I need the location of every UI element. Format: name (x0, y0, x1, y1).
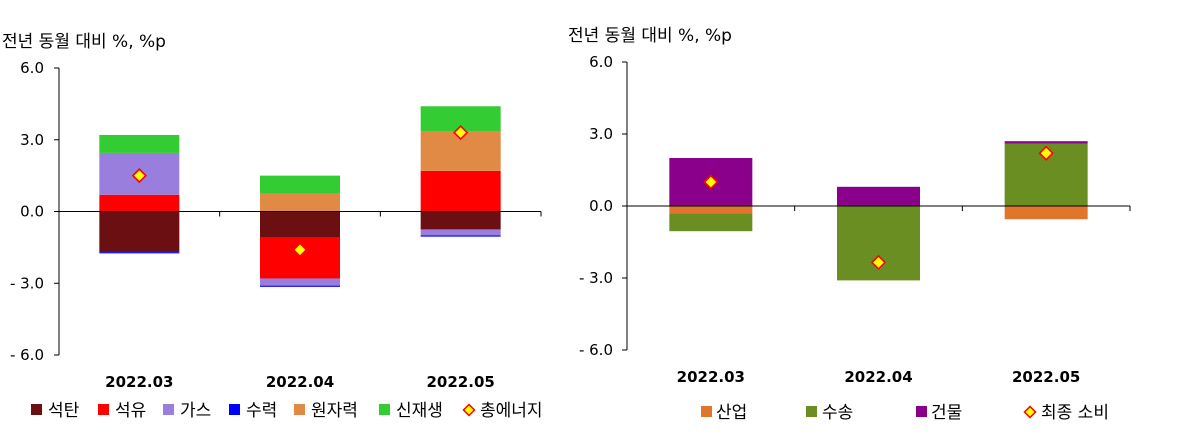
chart1-legend-swatch-석유 (98, 404, 109, 415)
chart1-legend-label: 원자력 (311, 401, 358, 421)
chart1-ytick-label: 6.0 (20, 59, 44, 77)
chart2-ytick-label: 0.0 (589, 197, 613, 215)
chart1-category-label: 2022.04 (266, 373, 334, 391)
chart2-legend-swatch-건물 (916, 406, 927, 417)
chart1-legend-swatch-수력 (229, 404, 240, 415)
chart2-ytick-label: - 6.0 (579, 341, 613, 359)
chart1-bar-석유-2022.05 (420, 170, 501, 212)
chart1-marker-2022.04 (292, 242, 308, 258)
chart1-legend-label: 석유 (115, 401, 146, 421)
chart2-category-label: 2022.04 (844, 368, 912, 386)
chart1-bar-수력-2022.05 (420, 235, 501, 237)
chart1-bar-가스-2022.05 (420, 229, 501, 236)
chart2-ytick-label: 3.0 (589, 125, 613, 143)
chart1-legend-swatch-신재생 (379, 404, 390, 415)
chart1-unit-label: 전년 동월 대비 %, %p (2, 32, 166, 52)
chart2-marker-2022.05 (1038, 145, 1054, 161)
chart1-legend-label: 석탄 (48, 401, 80, 421)
chart2-unit-label: 전년 동월 대비 %, %p (568, 26, 732, 46)
chart2-legend-swatch-산업 (701, 406, 712, 417)
chart2-legend-label: 건물 (931, 403, 962, 423)
chart2-marker-2022.04 (870, 254, 887, 271)
chart2-bar-수송-2022.03 (669, 213, 753, 232)
chart1-bar-석유-2022.03 (99, 194, 180, 212)
chart1-ytick-label: 0.0 (20, 203, 44, 221)
chart1-bar-석탄-2022.04 (260, 211, 340, 238)
chart2-marker-2022.03 (703, 174, 719, 190)
chart1-bar-수력-2022.03 (99, 252, 180, 254)
chart1-legend-marker-swatch (462, 403, 476, 417)
chart1-legend-label: 신재생 (396, 401, 443, 421)
chart1-ytick-label: - 3.0 (10, 274, 44, 292)
chart2-ytick-label: - 3.0 (579, 269, 613, 287)
chart2-legend-label: 산업 (716, 403, 747, 423)
chart2-ytick-label: 6.0 (589, 53, 613, 71)
chart2-bar-건물-2022.05 (1004, 141, 1088, 144)
chart1-bar-석탄-2022.05 (420, 211, 501, 230)
chart1-legend-swatch-가스 (163, 404, 174, 415)
chart2-legend-marker-swatch (1023, 405, 1037, 419)
chart2-bar-산업-2022.03 (669, 206, 753, 214)
chart2-legend-label: 최종 소비 (1041, 403, 1109, 423)
chart1-marker-2022.03 (131, 167, 147, 184)
chart1-bar-가스-2022.04 (260, 278, 340, 286)
chart1-category-label: 2022.03 (105, 373, 173, 391)
chart1-bar-원자력-2022.04 (260, 193, 340, 212)
chart1-bar-신재생-2022.04 (260, 175, 340, 194)
chart1-ytick-label: 3.0 (20, 131, 44, 149)
chart1-legend-label: 수력 (246, 401, 277, 421)
chart1-legend-label: 가스 (180, 401, 211, 421)
chart2-legend-label: 수송 (822, 403, 853, 423)
chart1-legend-swatch-석탄 (31, 404, 42, 415)
chart1-legend-label: 총에너지 (480, 401, 543, 421)
chart1-bar-석탄-2022.03 (99, 211, 180, 253)
chart1-legend-swatch-원자력 (294, 404, 305, 415)
chart2-category-label: 2022.05 (1012, 368, 1080, 386)
chart2-category-label: 2022.03 (677, 368, 745, 386)
chart2-bar-건물-2022.04 (837, 186, 920, 206)
chart1-bar-수력-2022.04 (260, 285, 340, 287)
chart2-bar-산업-2022.05 (1004, 206, 1088, 220)
chart1-bar-신재생-2022.03 (99, 134, 180, 153)
chart1-ytick-label: - 6.0 (10, 346, 44, 364)
chart2-legend-swatch-수송 (806, 406, 817, 417)
chart1-marker-2022.05 (453, 124, 469, 141)
chart1-category-label: 2022.05 (427, 373, 495, 391)
